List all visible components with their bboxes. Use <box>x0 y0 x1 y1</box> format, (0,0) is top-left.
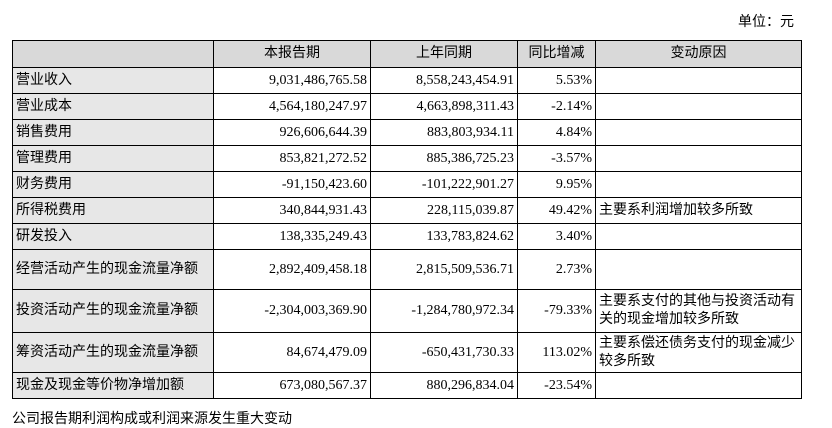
change-cell: -79.33% <box>517 289 596 333</box>
item-cell: 现金及现金等价物净增加额 <box>12 372 214 399</box>
previous-cell: -1,284,780,972.34 <box>370 289 518 333</box>
item-cell: 研发投入 <box>12 223 214 250</box>
item-cell: 投资活动产生的现金流量净额 <box>12 289 214 333</box>
change-cell: 5.53% <box>517 67 596 94</box>
reason-cell <box>595 171 802 198</box>
previous-cell: 883,803,934.11 <box>370 119 518 146</box>
header-cell: 本报告期 <box>213 40 371 68</box>
change-cell: 113.02% <box>517 332 596 373</box>
change-cell: -23.54% <box>517 372 596 399</box>
current-cell: 84,674,479.09 <box>213 332 371 373</box>
reason-cell <box>595 67 802 94</box>
reason-cell: 主要系利润增加较多所致 <box>595 197 802 224</box>
change-cell: -2.14% <box>517 93 596 120</box>
previous-cell: 885,386,725.23 <box>370 145 518 172</box>
header-cell <box>12 40 214 68</box>
item-cell: 销售费用 <box>12 119 214 146</box>
header-cell: 变动原因 <box>595 40 802 68</box>
table-row: 营业收入 9,031,486,765.58 8,558,243,454.91 5.53… <box>12 67 802 94</box>
table-row: 投资活动产生的现金流量净额 -2,304,003,369.90 -1,284,780… <box>12 289 802 333</box>
table-row: 筹资活动产生的现金流量净额 84,674,479.09 -650,431,730.3… <box>12 332 802 373</box>
reason-cell: 主要系支付的其他与投资活动有关的现金增加较多所致 <box>595 289 802 333</box>
change-cell: 2.73% <box>517 249 596 290</box>
reason-cell <box>595 223 802 250</box>
item-cell: 财务费用 <box>12 171 214 198</box>
reason-cell <box>595 93 802 120</box>
current-cell: 853,821,272.52 <box>213 145 371 172</box>
header-cell: 上年同期 <box>370 40 518 68</box>
reason-cell <box>595 119 802 146</box>
table-row: 销售费用 926,606,644.39 883,803,934.11 4.84% <box>12 119 802 146</box>
header-cell: 同比增减 <box>517 40 596 68</box>
current-cell: -2,304,003,369.90 <box>213 289 371 333</box>
previous-cell: -101,222,901.27 <box>370 171 518 198</box>
finance-table: 本报告期 上年同期 同比增减 变动原因 营业收入 9,031,486,765.58 8,5… <box>12 40 802 399</box>
page: 单位：元 本报告期 上年同期 同比增减 变动原因 营业收入 9,031,486,765.… <box>12 15 802 427</box>
change-cell: 3.40% <box>517 223 596 250</box>
reason-cell <box>595 372 802 399</box>
current-cell: 2,892,409,458.18 <box>213 249 371 290</box>
item-cell: 经营活动产生的现金流量净额 <box>12 249 214 290</box>
current-cell: 9,031,486,765.58 <box>213 67 371 94</box>
table-row: 经营活动产生的现金流量净额 2,892,409,458.18 2,815,509,5… <box>12 249 802 290</box>
previous-cell: 133,783,824.62 <box>370 223 518 250</box>
reason-cell: 主要系偿还债务支付的现金减少较多所致 <box>595 332 802 373</box>
current-cell: 926,606,644.39 <box>213 119 371 146</box>
current-cell: -91,150,423.60 <box>213 171 371 198</box>
table-row: 研发投入 138,335,249.43 133,783,824.62 3.40% <box>12 223 802 250</box>
change-cell: 9.95% <box>517 171 596 198</box>
previous-cell: 8,558,243,454.91 <box>370 67 518 94</box>
current-cell: 673,080,567.37 <box>213 372 371 399</box>
current-cell: 138,335,249.43 <box>213 223 371 250</box>
unit-label: 单位：元 <box>738 15 794 30</box>
change-cell: 4.84% <box>517 119 596 146</box>
table-row: 现金及现金等价物净增加额 673,080,567.37 880,296,834.04… <box>12 372 802 399</box>
change-cell: 49.42% <box>517 197 596 224</box>
table-row: 营业成本 4,564,180,247.97 4,663,898,311.43 -2.1… <box>12 93 802 120</box>
current-cell: 340,844,931.43 <box>213 197 371 224</box>
reason-cell <box>595 249 802 290</box>
previous-cell: -650,431,730.33 <box>370 332 518 373</box>
table-row: 管理费用 853,821,272.52 885,386,725.23 -3.57% <box>12 145 802 172</box>
current-cell: 4,564,180,247.97 <box>213 93 371 120</box>
item-cell: 所得税费用 <box>12 197 214 224</box>
item-cell: 管理费用 <box>12 145 214 172</box>
change-cell: -3.57% <box>517 145 596 172</box>
table-row: 财务费用 -91,150,423.60 -101,222,901.27 9.95% <box>12 171 802 198</box>
table-row: 所得税费用 340,844,931.43 228,115,039.87 49.42% 主… <box>12 197 802 224</box>
previous-cell: 880,296,834.04 <box>370 372 518 399</box>
previous-cell: 2,815,509,536.71 <box>370 249 518 290</box>
item-cell: 筹资活动产生的现金流量净额 <box>12 332 214 373</box>
previous-cell: 4,663,898,311.43 <box>370 93 518 120</box>
header-row: 本报告期 上年同期 同比增减 变动原因 <box>12 40 802 68</box>
footer-text: 公司报告期利润构成或利润来源发生重大变动 <box>12 412 292 427</box>
item-cell: 营业收入 <box>12 67 214 94</box>
previous-cell: 228,115,039.87 <box>370 197 518 224</box>
reason-cell <box>595 145 802 172</box>
item-cell: 营业成本 <box>12 93 214 120</box>
